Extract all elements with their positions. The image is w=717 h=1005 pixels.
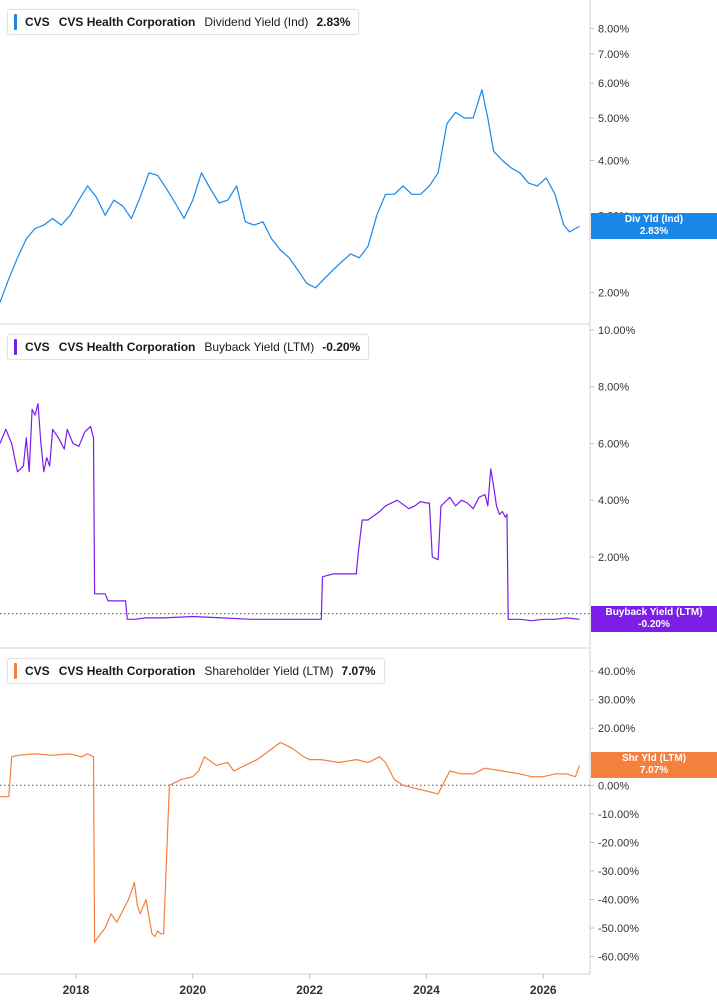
legend-shareholder-yield[interactable]: CVS CVS Health Corporation Shareholder Y… [7,658,385,684]
legend-value: 2.83% [316,15,351,29]
legend-ticker: CVS [25,15,50,29]
legend-dividend-yield[interactable]: CVS CVS Health Corporation Dividend Yiel… [7,9,360,35]
y-tick-label: 8.00% [598,382,629,394]
y-tick-label: 2.00% [598,552,629,564]
series-color-swatch [14,663,17,679]
y-tick-label: 8.00% [598,23,629,35]
tag-value: 2.83% [639,226,669,238]
y-tick-label: -60.00% [598,952,639,964]
series-color-swatch [14,14,17,30]
current-value-tag-dividend: Div Yld (Ind) 2.83% [591,213,717,240]
tag-label: Div Yld (Ind) [624,214,684,226]
current-value-tag-shareholder: Shr Yld (LTM) 7.07% [591,752,717,779]
y-tick-label: -50.00% [598,923,639,935]
y-tick-label: 20.00% [598,723,636,735]
y-tick-label: 40.00% [598,666,636,678]
legend-ticker: CVS [25,340,50,354]
y-tick-label: -10.00% [598,809,639,821]
x-tick-label: 2026 [530,983,557,997]
y-tick-label: -30.00% [598,866,639,878]
y-tick-label: 4.00% [598,155,629,167]
series-line-div [0,89,580,303]
x-tick-label: 2020 [179,983,206,997]
legend-company: CVS Health Corporation [58,340,196,354]
tag-value: 7.07% [639,765,669,777]
legend-ticker: CVS [25,664,50,678]
y-tick-label: 10.00% [598,325,636,337]
series-line-buyback [0,403,580,622]
legend-value: 7.07% [341,664,376,678]
x-tick-label: 2024 [413,983,440,997]
y-tick-label: 30.00% [598,695,636,707]
tag-label: Shr Yld (LTM) [621,753,687,765]
y-tick-label: 6.00% [598,438,629,450]
legend-metric: Shareholder Yield (LTM) [204,664,334,678]
y-tick-label: 7.00% [598,49,629,61]
tag-label: Buyback Yield (LTM) [605,607,703,619]
legend-value: -0.20% [322,340,361,354]
legend-metric: Dividend Yield (Ind) [204,15,309,29]
legend-metric: Buyback Yield (LTM) [204,340,315,354]
x-tick-label: 2018 [63,983,90,997]
legend-company: CVS Health Corporation [58,664,196,678]
tag-value: -0.20% [638,619,670,631]
y-tick-label: 2.00% [598,288,629,300]
y-tick-label: 6.00% [598,78,629,90]
y-tick-label: -20.00% [598,837,639,849]
y-tick-label: 4.00% [598,495,629,507]
y-tick-label: 5.00% [598,113,629,125]
y-tick-label: 0.00% [598,780,629,792]
x-tick-label: 2022 [296,983,323,997]
legend-company: CVS Health Corporation [58,15,196,29]
legend-buyback-yield[interactable]: CVS CVS Health Corporation Buyback Yield… [7,334,370,360]
series-color-swatch [14,339,17,355]
current-value-tag-buyback: Buyback Yield (LTM) -0.20% [591,606,717,633]
series-line-shareholder [0,741,581,943]
y-tick-label: -40.00% [598,894,639,906]
